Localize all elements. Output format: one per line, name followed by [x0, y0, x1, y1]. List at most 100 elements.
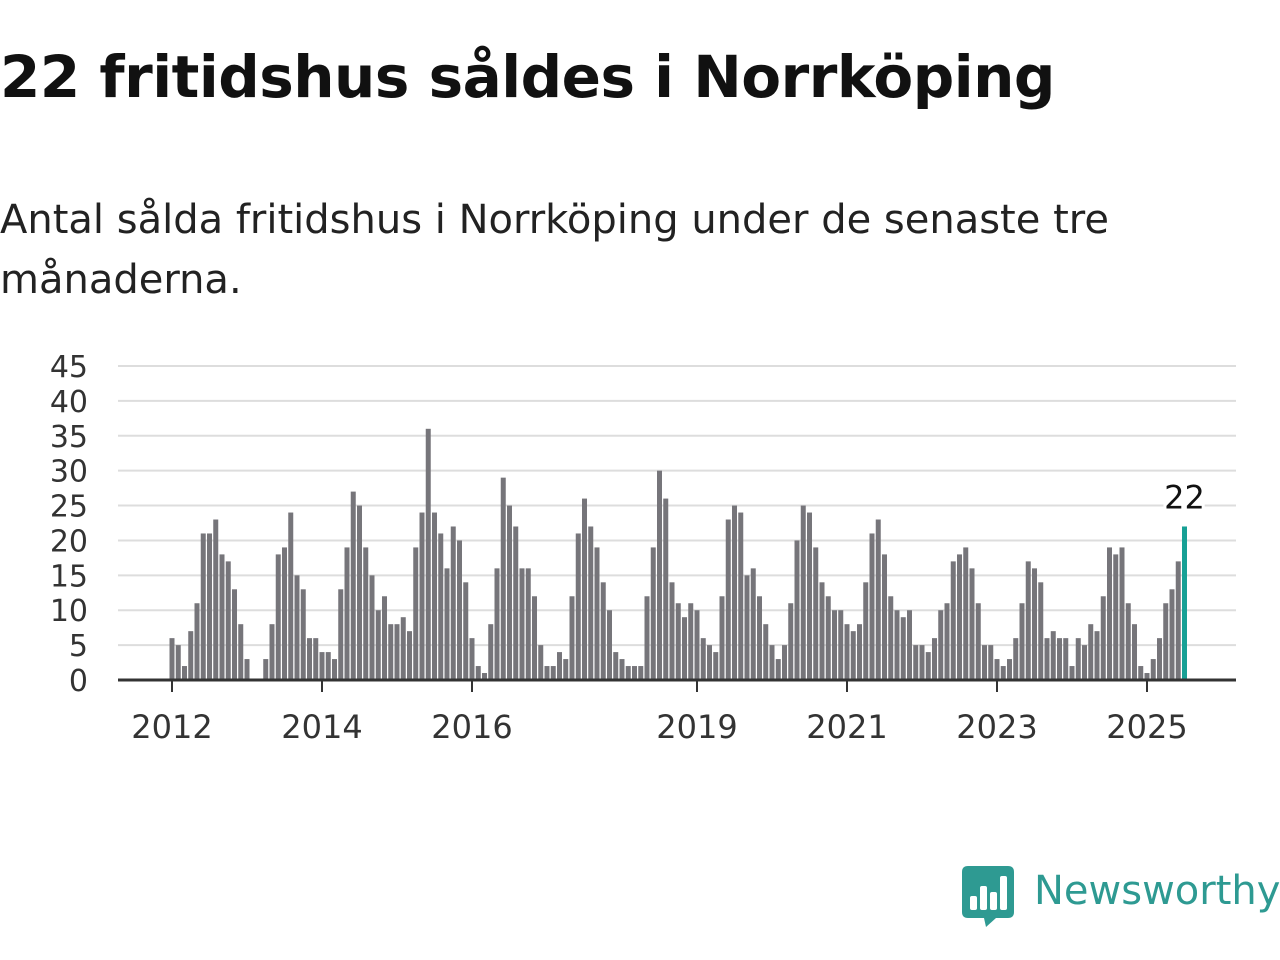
bar [238, 624, 244, 680]
bar [632, 666, 637, 680]
bar [307, 638, 312, 680]
bar [394, 624, 400, 680]
bar [963, 547, 969, 680]
bar [175, 645, 181, 680]
bar [269, 624, 275, 680]
bar [1125, 603, 1131, 680]
bar [188, 631, 194, 680]
y-tick-label: 0 [69, 664, 88, 699]
bar [594, 547, 600, 680]
bar [925, 652, 931, 680]
bar [769, 645, 775, 680]
bar [838, 610, 844, 680]
bar [525, 568, 531, 680]
bar [1025, 561, 1031, 680]
bar [844, 624, 850, 680]
bar [213, 519, 219, 680]
bar [1038, 582, 1044, 680]
bar [619, 659, 625, 680]
x-tick-label: 2023 [956, 708, 1037, 746]
bar [588, 526, 594, 680]
bar [975, 603, 981, 680]
bar [282, 547, 287, 680]
bar [1132, 624, 1137, 680]
bar [725, 519, 731, 680]
bar [582, 498, 587, 680]
x-tick-label: 2016 [431, 708, 512, 746]
y-tick-label: 35 [50, 420, 88, 455]
bar [982, 645, 987, 680]
bar [232, 589, 237, 680]
bar [275, 554, 281, 680]
bar [900, 617, 906, 680]
bar [463, 582, 469, 680]
bar [482, 673, 487, 680]
bar [169, 638, 175, 680]
y-tick-label: 5 [69, 629, 88, 664]
bar [888, 596, 894, 680]
bar [457, 540, 462, 680]
bar [319, 652, 325, 680]
bar [675, 603, 681, 680]
y-tick-label: 15 [50, 559, 88, 594]
y-tick-label: 30 [50, 455, 88, 490]
bar [313, 638, 319, 680]
bar [400, 617, 406, 680]
bar [907, 610, 912, 680]
bar [263, 659, 269, 680]
bar [894, 610, 900, 680]
bar [763, 624, 769, 680]
bar [219, 554, 225, 680]
bar [607, 610, 612, 680]
bar [375, 610, 381, 680]
bar [744, 575, 750, 680]
bar [600, 582, 606, 680]
bar [225, 561, 231, 680]
bar [994, 659, 1000, 680]
bar [432, 512, 437, 680]
bar [1113, 554, 1119, 680]
bar [694, 610, 700, 680]
bar [1044, 638, 1050, 680]
bar [200, 533, 206, 680]
bar [294, 575, 300, 680]
bar [444, 568, 450, 680]
bar [300, 589, 306, 680]
bar [869, 533, 875, 680]
bar [1175, 561, 1181, 680]
bar [988, 645, 994, 680]
bar [544, 666, 550, 680]
bar [688, 603, 694, 680]
bar [519, 568, 525, 680]
bar [657, 470, 662, 680]
bar [1075, 638, 1081, 680]
bar [1169, 589, 1175, 680]
bar [350, 491, 356, 680]
bar [663, 498, 669, 680]
y-tick-label: 45 [50, 350, 88, 385]
bar [1082, 645, 1087, 680]
bar [1069, 666, 1075, 680]
bar [469, 638, 475, 680]
bar [575, 533, 581, 680]
bar [707, 645, 712, 680]
bar [969, 568, 975, 680]
bar [244, 659, 250, 680]
bar [638, 666, 644, 680]
bar [682, 617, 687, 680]
bar [1107, 547, 1112, 680]
bar [425, 428, 431, 680]
bar [944, 603, 950, 680]
bar [288, 512, 294, 680]
bar [750, 568, 756, 680]
bar [207, 533, 212, 680]
bar [488, 624, 494, 680]
bar [863, 582, 869, 680]
bar [825, 596, 831, 680]
bar [332, 659, 337, 680]
bar [513, 526, 519, 680]
bar [938, 610, 944, 680]
bar [807, 512, 812, 680]
bar [950, 561, 956, 680]
